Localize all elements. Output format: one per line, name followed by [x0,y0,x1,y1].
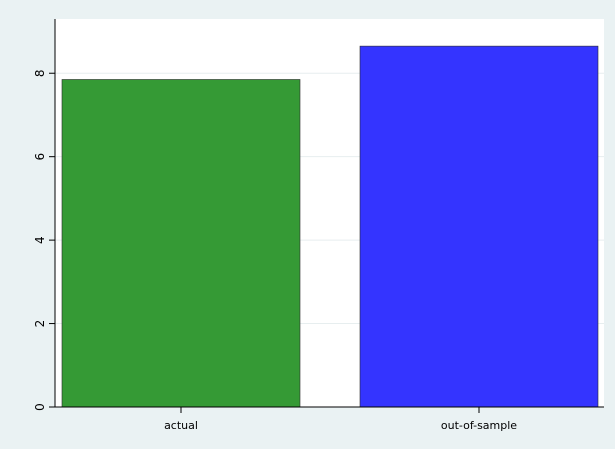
bars [61,45,599,408]
bar-actual [61,79,301,408]
y-tick-label-8: 8 [33,69,47,77]
axes [54,19,604,408]
x-axis-ticks: actual out-of-sample [164,407,517,432]
x-tick-label-out-of-sample: out-of-sample [441,419,517,432]
x-tick-label-actual: actual [164,419,198,432]
y-tick-label-6: 6 [33,153,47,161]
y-tick-label-2: 2 [33,320,47,328]
y-tick-label-4: 4 [33,236,47,244]
bar-out-of-sample [359,45,599,408]
y-axis-ticks: 0 2 4 6 8 [33,69,55,411]
y-tick-label-0: 0 [33,403,47,411]
